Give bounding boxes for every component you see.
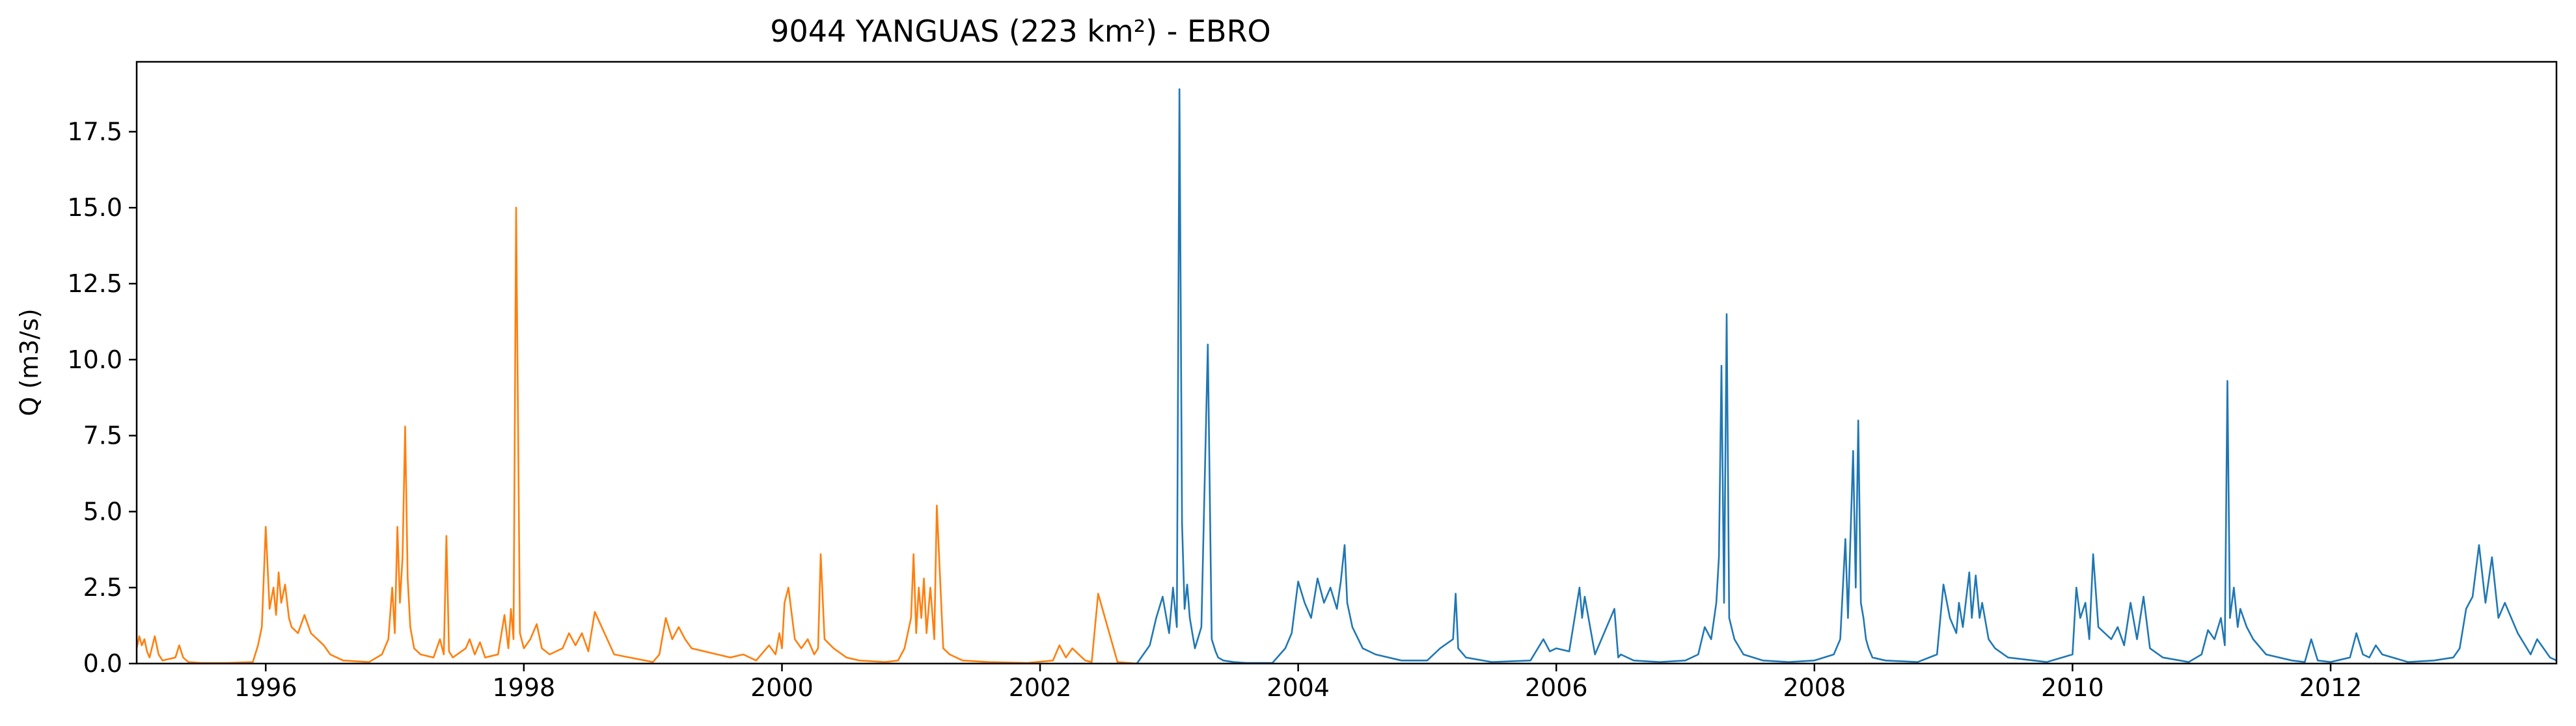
x-tick-label: 1996 xyxy=(234,673,297,702)
x-tick-label: 2012 xyxy=(2299,673,2363,702)
plot-frame xyxy=(135,60,2558,665)
x-axis: 1996 1998 2000 2002 2004 2006 2008 2010 2012 xyxy=(234,664,2362,702)
x-tick-label: 2002 xyxy=(1009,673,1072,702)
x-tick-label: 2000 xyxy=(750,673,814,702)
y-tick-label: 5.0 xyxy=(83,497,122,526)
y-tick-label: 12.5 xyxy=(67,269,122,298)
plot-area xyxy=(135,60,2558,665)
y-tick-label: 0.0 xyxy=(83,649,122,678)
y-tick-label: 7.5 xyxy=(83,422,122,450)
series-line-1 xyxy=(137,206,1137,664)
x-tick-label: 1998 xyxy=(493,673,556,702)
y-tick-label: 2.5 xyxy=(83,573,122,602)
series-layer xyxy=(137,88,2556,664)
y-tick-label: 15.0 xyxy=(67,193,122,222)
y-axis: 0.0 2.5 5.0 7.5 10.0 12.5 15.0 17.5 xyxy=(67,117,137,678)
x-tick-label: 2008 xyxy=(1783,673,1846,702)
x-tick-label: 2006 xyxy=(1525,673,1588,702)
y-tick-label: 10.0 xyxy=(67,345,122,374)
y-axis-label: Q (m3/s) xyxy=(15,308,44,416)
x-tick-label: 2010 xyxy=(2041,673,2104,702)
y-tick-label: 17.5 xyxy=(67,117,122,146)
x-tick-label: 2004 xyxy=(1267,673,1330,702)
series-line-2 xyxy=(1136,88,2556,664)
chart-title: 9044 YANGUAS (223 km²) - EBRO xyxy=(770,14,1271,49)
